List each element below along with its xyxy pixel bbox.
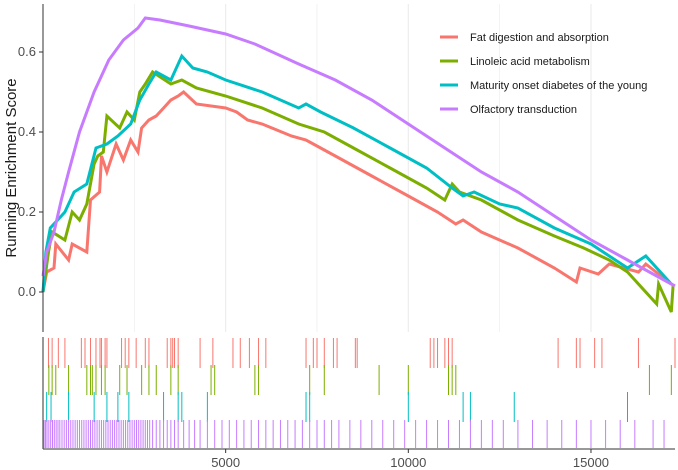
y-axis-title: Running Enrichment Score — [3, 78, 20, 257]
y-ticks: 0.0 0.2 0.4 0.6 — [18, 44, 43, 299]
x-tick-label: 10000 — [390, 455, 426, 470]
gridlines — [134, 4, 592, 332]
y-tick-label: 0.0 — [18, 284, 36, 299]
top-panel: 0.0 0.2 0.4 0.6 Running Enrichment Score Fa… — [3, 4, 676, 332]
x-tick-label: 15000 — [573, 455, 609, 470]
series-line — [41, 90, 673, 293]
legend-label: Fat digestion and absorption — [470, 32, 609, 44]
y-tick-label: 0.4 — [18, 124, 36, 139]
legend-label: Maturity onset diabetes of the young — [470, 80, 647, 92]
x-tick-label: 5000 — [211, 455, 240, 470]
y-tick-label: 0.6 — [18, 44, 36, 59]
hits-panel: 5000 10000 15000 — [42, 337, 676, 470]
legend-label: Olfactory transduction — [470, 104, 577, 116]
hit-marks — [43, 338, 676, 448]
enrichment-lines — [41, 16, 676, 313]
legend-label: Linoleic acid metabolism — [470, 56, 590, 68]
x-ticks: 5000 10000 15000 — [211, 449, 609, 470]
series-line — [41, 16, 676, 288]
y-tick-label: 0.2 — [18, 204, 36, 219]
series-line — [41, 53, 673, 293]
legend: Fat digestion and absorption Linoleic aci… — [440, 32, 647, 116]
series-line — [41, 69, 675, 313]
